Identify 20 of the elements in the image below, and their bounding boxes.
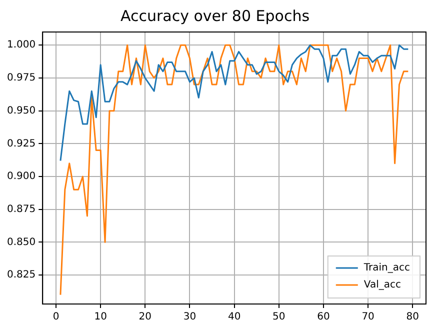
y-tick-label: 0.850 [6, 236, 36, 248]
x-tick-label: 0 [52, 312, 60, 323]
x-tick-label: 40 [228, 312, 241, 323]
legend-label: Train_acc [362, 262, 410, 274]
y-tick-label: 0.925 [6, 138, 36, 150]
x-tick-label: 30 [183, 312, 196, 323]
x-tick-label: 20 [138, 312, 152, 323]
x-tick-label: 60 [317, 312, 330, 323]
y-tick-label: 0.975 [6, 72, 36, 84]
y-tick-label: 0.900 [6, 171, 36, 182]
x-tick-label: 70 [362, 312, 374, 323]
y-tick-label: 0.950 [6, 105, 36, 116]
y-tick-label: 1.000 [6, 40, 36, 51]
legend-label: Val_acc [364, 280, 401, 291]
x-tick-label: 80 [406, 312, 419, 323]
chart-title: Accuracy over 80 Epochs [120, 6, 310, 25]
x-tick-label: 50 [272, 312, 286, 323]
y-tick-label: 0.825 [6, 270, 36, 281]
x-tick-label: 10 [94, 312, 107, 323]
y-tick-label: 0.875 [6, 204, 36, 215]
